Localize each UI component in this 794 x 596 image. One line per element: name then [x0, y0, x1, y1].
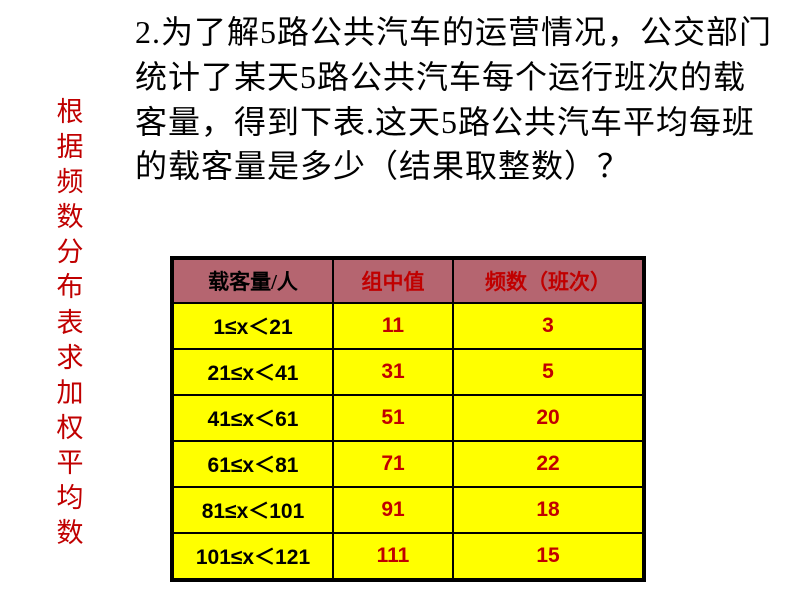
vertical-char: 频 — [55, 165, 85, 200]
header-frequency: 频数（班次） — [453, 259, 643, 303]
cell-mid: 51 — [333, 395, 453, 441]
vertical-char: 分 — [55, 235, 85, 270]
cell-freq: 22 — [453, 441, 643, 487]
table-row: 101≤x＜121 111 15 — [173, 533, 643, 579]
frequency-table: 载客量/人 组中值 频数（班次） 1≤x＜21 11 3 21≤x＜41 31 … — [170, 256, 646, 582]
cell-range: 1≤x＜21 — [173, 303, 333, 349]
header-range: 载客量/人 — [173, 259, 333, 303]
problem-text: 2.为了解5路公共汽车的运营情况，公交部门统计了某天5路公共汽车每个运行班次的载… — [135, 10, 775, 189]
vertical-char: 表 — [55, 306, 85, 341]
cell-range: 101≤x＜121 — [173, 533, 333, 579]
cell-freq: 3 — [453, 303, 643, 349]
cell-freq: 15 — [453, 533, 643, 579]
cell-mid: 91 — [333, 487, 453, 533]
vertical-char: 求 — [55, 341, 85, 376]
cell-range: 81≤x＜101 — [173, 487, 333, 533]
vertical-label: 根 据 频 数 分 布 表 求 加 权 平 均 数 — [55, 95, 85, 551]
table-row: 81≤x＜101 91 18 — [173, 487, 643, 533]
table-header-row: 载客量/人 组中值 频数（班次） — [173, 259, 643, 303]
vertical-char: 均 — [55, 481, 85, 516]
vertical-char: 数 — [55, 516, 85, 551]
cell-freq: 5 — [453, 349, 643, 395]
table-row: 21≤x＜41 31 5 — [173, 349, 643, 395]
vertical-char: 数 — [55, 200, 85, 235]
table-row: 1≤x＜21 11 3 — [173, 303, 643, 349]
header-midpoint: 组中值 — [333, 259, 453, 303]
cell-range: 21≤x＜41 — [173, 349, 333, 395]
cell-freq: 18 — [453, 487, 643, 533]
vertical-char: 据 — [55, 130, 85, 165]
vertical-char: 根 — [55, 95, 85, 130]
vertical-char: 布 — [55, 270, 85, 305]
cell-range: 61≤x＜81 — [173, 441, 333, 487]
cell-mid: 71 — [333, 441, 453, 487]
vertical-char: 权 — [55, 411, 85, 446]
cell-range: 41≤x＜61 — [173, 395, 333, 441]
vertical-char: 平 — [55, 446, 85, 481]
vertical-char: 加 — [55, 376, 85, 411]
table-row: 41≤x＜61 51 20 — [173, 395, 643, 441]
cell-freq: 20 — [453, 395, 643, 441]
table-row: 61≤x＜81 71 22 — [173, 441, 643, 487]
cell-mid: 111 — [333, 533, 453, 579]
cell-mid: 11 — [333, 303, 453, 349]
cell-mid: 31 — [333, 349, 453, 395]
